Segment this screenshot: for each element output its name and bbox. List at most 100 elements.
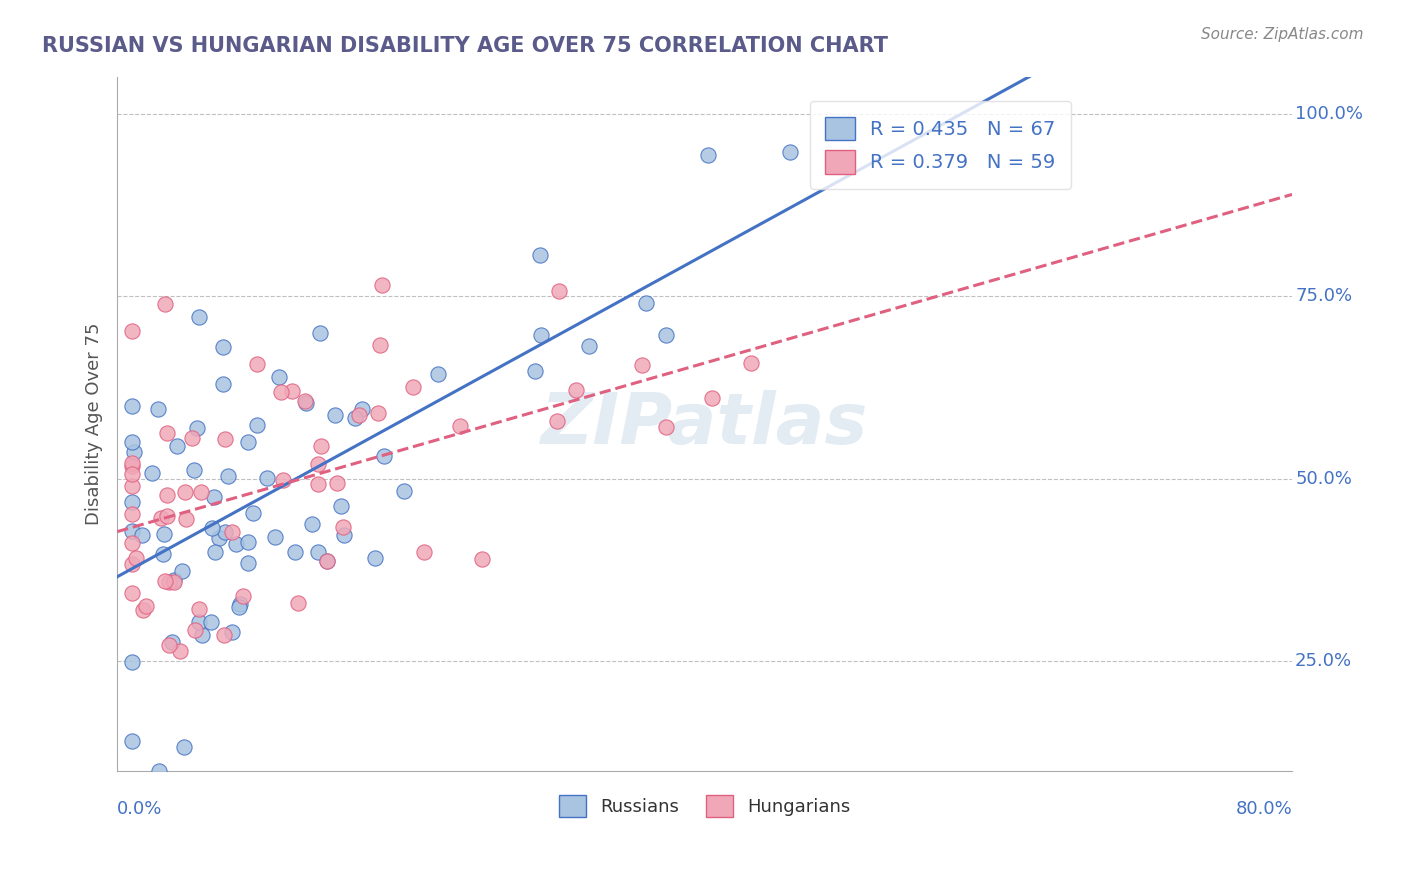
Point <box>696 148 718 162</box>
Point <box>146 402 169 417</box>
Point <box>121 434 143 449</box>
Point <box>173 739 195 754</box>
Point <box>364 551 387 566</box>
Point <box>242 507 264 521</box>
Text: 50.0%: 50.0% <box>1295 470 1353 488</box>
Point <box>186 421 208 435</box>
Point <box>172 565 194 579</box>
Point <box>287 596 309 610</box>
Point <box>121 458 143 473</box>
Point <box>325 476 347 491</box>
Point <box>176 512 198 526</box>
Point <box>246 417 269 432</box>
Point <box>373 450 395 464</box>
Point <box>148 764 170 778</box>
Point <box>283 545 305 559</box>
Legend: Russians, Hungarians: Russians, Hungarians <box>551 788 858 824</box>
Point <box>392 483 415 498</box>
Point <box>131 528 153 542</box>
Point <box>153 574 176 588</box>
Point <box>316 554 339 568</box>
Point <box>152 547 174 561</box>
Point <box>174 485 197 500</box>
Point <box>371 277 394 292</box>
Point <box>228 599 250 614</box>
Point <box>214 432 236 446</box>
Point <box>121 557 143 571</box>
Point <box>307 476 329 491</box>
Point <box>401 379 423 393</box>
Point <box>190 628 212 642</box>
Point <box>523 364 546 378</box>
Point <box>121 524 143 539</box>
Point <box>547 414 569 428</box>
Point <box>132 603 155 617</box>
Point <box>200 615 222 629</box>
Point <box>121 536 143 550</box>
Point <box>412 544 434 558</box>
Point <box>156 488 179 502</box>
Text: RUSSIAN VS HUNGARIAN DISABILITY AGE OVER 75 CORRELATION CHART: RUSSIAN VS HUNGARIAN DISABILITY AGE OVER… <box>42 36 889 55</box>
Point <box>181 431 204 445</box>
Point <box>634 296 657 310</box>
Point <box>267 370 290 384</box>
Point <box>700 391 723 405</box>
Point <box>295 396 318 410</box>
Point <box>236 434 259 449</box>
Point <box>449 418 471 433</box>
Point <box>311 439 333 453</box>
Point <box>187 615 209 629</box>
Point <box>183 463 205 477</box>
Point <box>204 544 226 558</box>
Y-axis label: Disability Age Over 75: Disability Age Over 75 <box>86 323 103 525</box>
Point <box>578 339 600 353</box>
Point <box>471 552 494 566</box>
Point <box>124 550 146 565</box>
Point <box>332 527 354 541</box>
Point <box>163 573 186 587</box>
Point <box>212 340 235 354</box>
Point <box>163 575 186 590</box>
Point <box>565 384 588 398</box>
Text: 0.0%: 0.0% <box>117 800 163 818</box>
Point <box>121 655 143 669</box>
Point <box>184 623 207 637</box>
Point <box>271 473 294 487</box>
Point <box>121 400 143 414</box>
Point <box>221 625 243 640</box>
Point <box>229 597 252 611</box>
Point <box>246 357 269 371</box>
Point <box>121 479 143 493</box>
Point <box>212 628 235 642</box>
Point <box>121 324 143 338</box>
Point <box>631 359 654 373</box>
Point <box>529 248 551 262</box>
Point <box>162 635 184 649</box>
Point <box>232 589 254 603</box>
Point <box>141 466 163 480</box>
Point <box>166 439 188 453</box>
Point <box>370 338 392 352</box>
Point <box>236 535 259 549</box>
Point <box>225 537 247 551</box>
Text: Source: ZipAtlas.com: Source: ZipAtlas.com <box>1201 27 1364 42</box>
Point <box>330 499 353 513</box>
Point <box>121 507 143 521</box>
Point <box>212 377 235 392</box>
Point <box>221 525 243 540</box>
Point <box>169 644 191 658</box>
Point <box>155 425 177 440</box>
Point <box>188 602 211 616</box>
Point <box>156 509 179 524</box>
Point <box>264 530 287 544</box>
Point <box>153 297 176 311</box>
Point <box>301 516 323 531</box>
Point <box>202 491 225 505</box>
Point <box>214 524 236 539</box>
Text: 25.0%: 25.0% <box>1295 652 1353 670</box>
Point <box>121 456 143 470</box>
Point <box>157 638 180 652</box>
Point <box>344 411 367 425</box>
Point <box>201 521 224 535</box>
Text: 75.0%: 75.0% <box>1295 287 1353 305</box>
